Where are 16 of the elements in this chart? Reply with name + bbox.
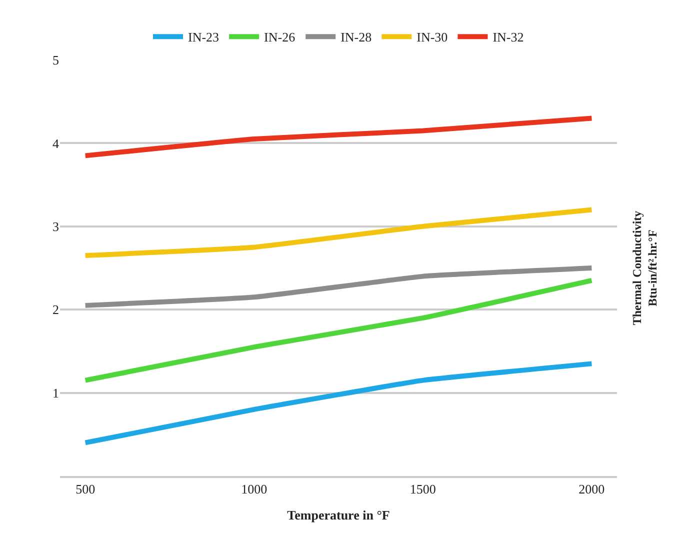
- x-tick-label: 500: [76, 481, 96, 496]
- legend-label: IN-23: [188, 30, 220, 45]
- legend-label: IN-32: [492, 30, 524, 45]
- y-tick-label: 4: [52, 136, 60, 151]
- y-tick-label: 1: [52, 385, 59, 400]
- x-tick-label: 1500: [410, 481, 436, 496]
- legend-label: IN-28: [340, 30, 372, 45]
- y-tick-label: 2: [52, 302, 59, 318]
- x-tick-label: 2000: [578, 481, 605, 496]
- x-tick-label: 1000: [241, 481, 268, 496]
- x-axis-title: Temperature in °F: [287, 507, 390, 522]
- legend-label: IN-26: [264, 30, 296, 45]
- y-tick-label: 3: [52, 218, 59, 234]
- legend-label: IN-30: [416, 30, 448, 45]
- y-tick-label: 5: [52, 52, 59, 68]
- y-axis-title: Thermal Conductivity Btu-in/ft².hr.°F: [630, 210, 660, 326]
